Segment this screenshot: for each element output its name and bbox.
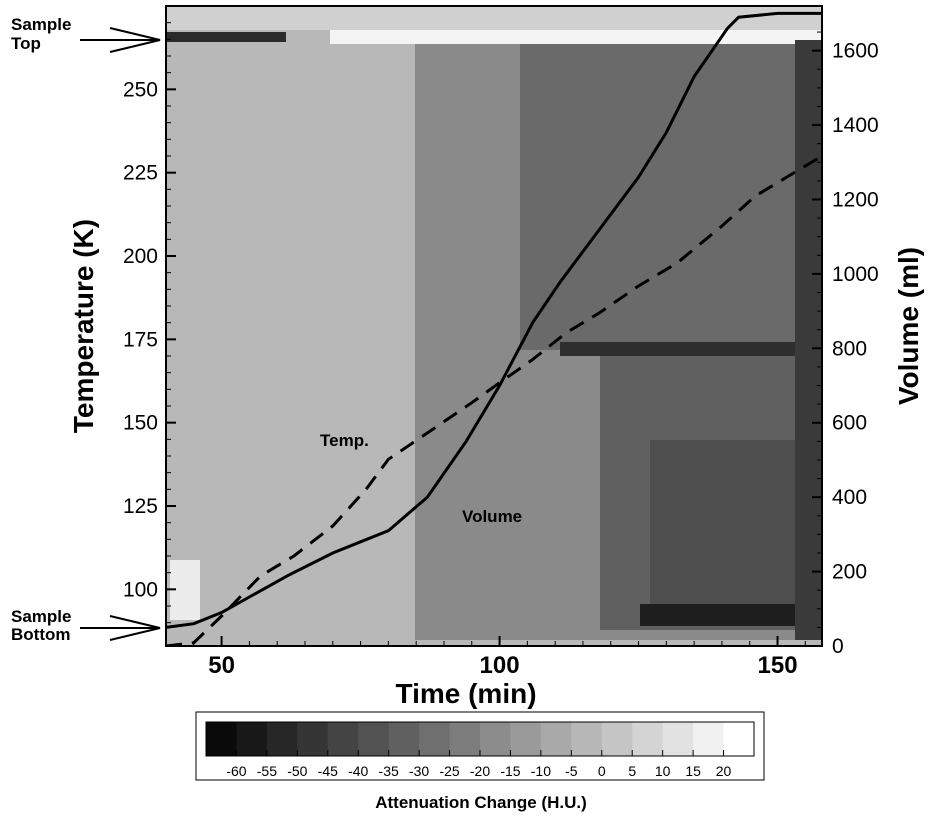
x-axis-title: Time (min) xyxy=(395,678,536,709)
y-axis-title: Temperature (K) xyxy=(68,219,99,433)
y2-tick-label: 1400 xyxy=(832,114,879,137)
attenuation-heatmap xyxy=(166,6,822,646)
colorbar-tick-label: 0 xyxy=(598,763,606,779)
colorbar-box xyxy=(195,711,765,781)
heatmap-band-170k xyxy=(560,342,822,356)
colorbar-swatch xyxy=(358,722,390,756)
heatmap-zone-dark xyxy=(520,40,822,350)
heatmap-band-top-white xyxy=(330,30,822,44)
y-tick-label: 200 xyxy=(123,245,158,268)
heatmap-right-edge xyxy=(795,40,822,640)
sample-bottom-label-line1: Sample xyxy=(11,607,71,626)
y2-tick-label: 600 xyxy=(832,412,867,435)
colorbar-swatch xyxy=(266,722,298,756)
y2-tick-label: 1600 xyxy=(832,40,879,63)
colorbar-tick-label: -5 xyxy=(565,763,578,779)
colorbar-tick-label: -40 xyxy=(348,763,368,779)
x-tick-label: 150 xyxy=(758,652,798,679)
y-tick-label: 150 xyxy=(123,412,158,435)
y-tick-label: 100 xyxy=(123,578,158,601)
sample-bottom-marker: Sample Bottom xyxy=(11,607,161,644)
colorbar-swatch xyxy=(236,722,268,756)
sample-top-label-line1: Sample xyxy=(11,15,71,34)
sample-bottom-arrowhead xyxy=(109,615,161,641)
colorbar-tick-label: -50 xyxy=(287,763,307,779)
y2-tick-label: 0 xyxy=(832,635,844,658)
colorbar-swatch xyxy=(419,722,451,756)
colorbar-tick-label: -55 xyxy=(257,763,277,779)
colorbar-swatch xyxy=(327,722,359,756)
volume-annotation: Volume xyxy=(462,507,522,526)
colorbar-swatch xyxy=(449,722,481,756)
volume-series-line xyxy=(166,11,822,629)
colorbar-title: Attenuation Change (H.U.) xyxy=(375,793,587,812)
colorbar-swatch xyxy=(723,722,755,756)
heatmap-band-top-light xyxy=(166,6,822,30)
colorbar: -60 -55 -50 -45 -40 -35 -30 -25 -20 -15 -10 -5 0 5 10 1… xyxy=(195,711,765,781)
y2-tick-label: 400 xyxy=(832,486,867,509)
y-tick-label: 250 xyxy=(123,78,158,101)
colorbar-swatch xyxy=(662,722,694,756)
colorbar-tick-label: 15 xyxy=(685,763,701,779)
colorbar-swatch xyxy=(571,722,603,756)
colorbar-tick-label: -45 xyxy=(318,763,338,779)
colorbar-tick-label: -25 xyxy=(439,763,459,779)
colorbar-swatch xyxy=(632,722,664,756)
colorbar-tick-label: 10 xyxy=(655,763,671,779)
heatmap-band-bottom-dark xyxy=(640,604,822,626)
plot-frame xyxy=(165,5,823,647)
colorbar-swatch xyxy=(601,722,633,756)
colorbar-tick-label: -20 xyxy=(470,763,490,779)
colorbar-swatch xyxy=(206,722,237,756)
heatmap-zone-darkest xyxy=(650,440,822,620)
sample-bottom-label-line2: Bottom xyxy=(11,625,70,644)
colorbar-swatch xyxy=(388,722,420,756)
right-axis: 0 200 400 600 800 1000 1200 1400 1600 xyxy=(812,12,879,658)
colorbar-swatch xyxy=(540,722,572,756)
sample-top-label-line2: Top xyxy=(11,34,41,53)
y2-tick-label: 1200 xyxy=(832,188,879,211)
colorbar-tick-label: -30 xyxy=(409,763,429,779)
series-lines xyxy=(166,11,822,646)
colorbar-tick-label: 5 xyxy=(628,763,636,779)
colorbar-tick-label: -35 xyxy=(379,763,399,779)
colorbar-swatch xyxy=(510,722,542,756)
x-tick-label: 100 xyxy=(480,652,520,679)
y-tick-label: 225 xyxy=(123,162,158,185)
colorbar-swatch xyxy=(693,722,725,756)
y2-tick-label: 800 xyxy=(832,337,867,360)
colorbar-swatch xyxy=(297,722,329,756)
y-tick-label: 175 xyxy=(123,328,158,351)
colorbar-swatch xyxy=(480,722,511,756)
y-tick-label: 125 xyxy=(123,495,158,518)
sample-top-arrowhead xyxy=(109,27,161,53)
y2-axis-title: Volume (ml) xyxy=(893,247,924,405)
colorbar-tick-label: -60 xyxy=(226,763,246,779)
colorbar-tick-label: -15 xyxy=(500,763,520,779)
bottom-axis: 50 100 150 xyxy=(193,636,806,679)
y2-tick-label: 1000 xyxy=(832,263,879,286)
colorbar-tick-label: 20 xyxy=(716,763,732,779)
colorbar-tick-label: -10 xyxy=(531,763,551,779)
y2-tick-label: 200 xyxy=(832,561,867,584)
temp-annotation: Temp. xyxy=(320,431,369,450)
heatmap-band-top-dark xyxy=(166,32,286,42)
left-axis: 100 125 150 175 200 225 250 xyxy=(123,22,176,624)
sample-top-marker: Sample Top xyxy=(11,15,161,53)
x-tick-label: 50 xyxy=(208,652,235,679)
